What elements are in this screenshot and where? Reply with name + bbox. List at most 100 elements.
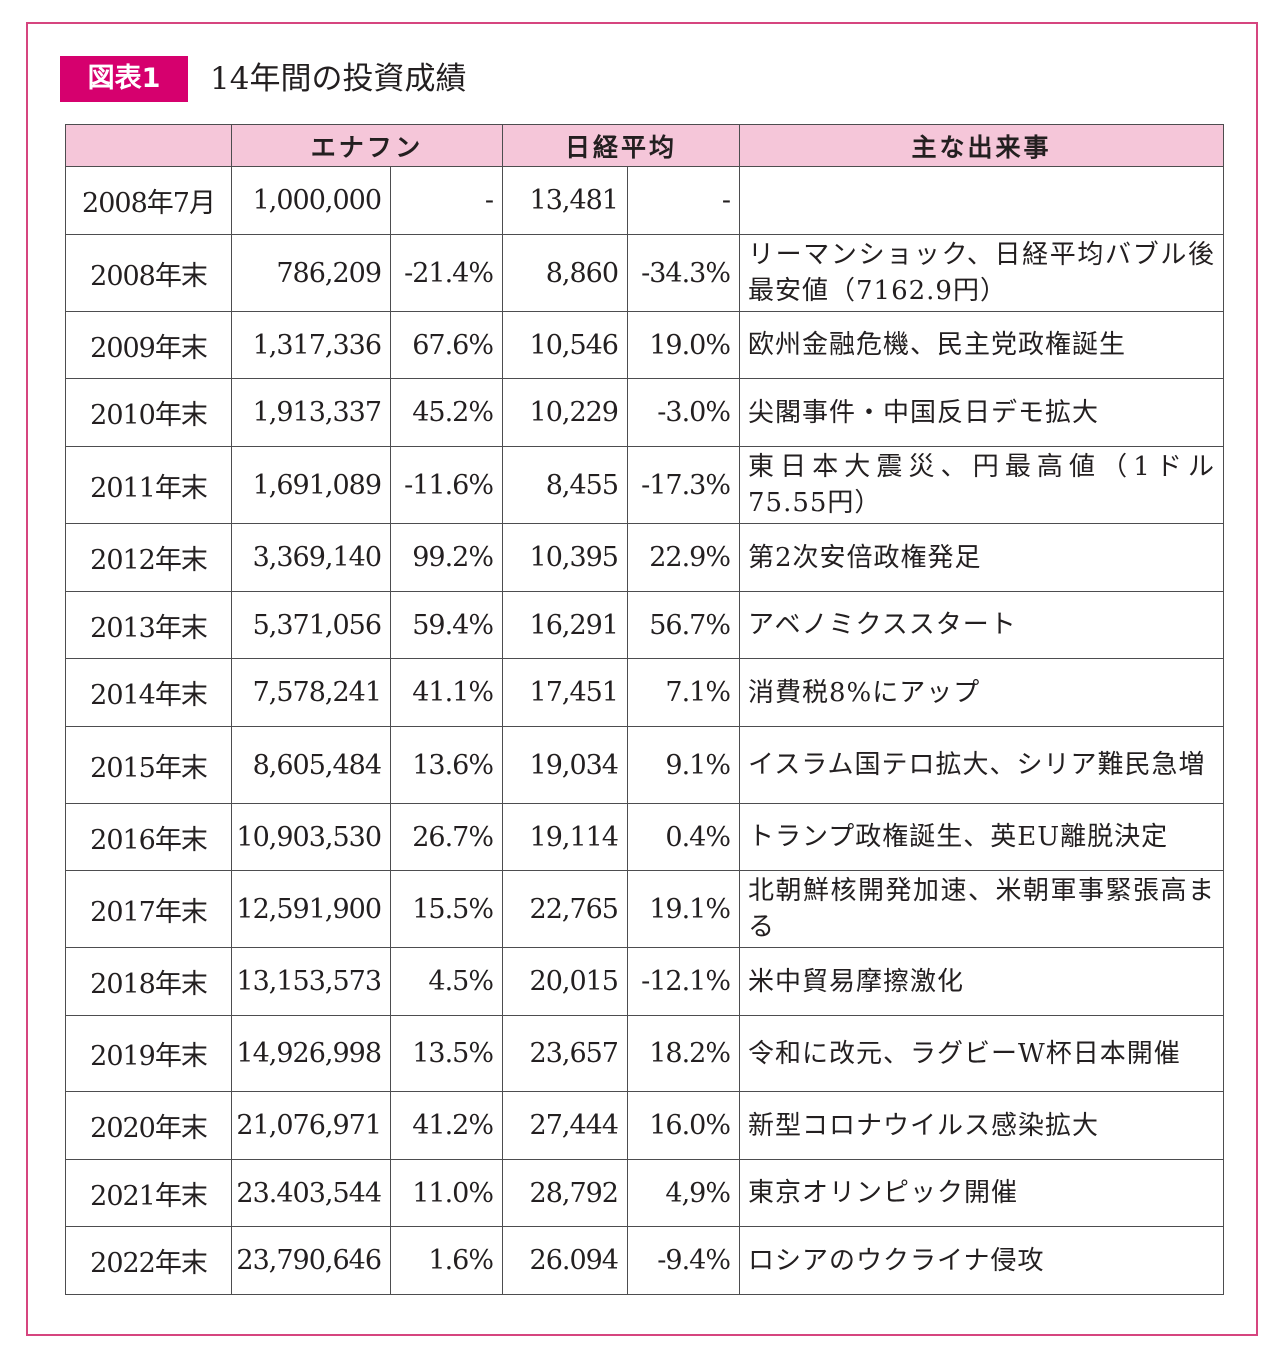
table-row: 2008年7月 1,000,000-13,481- xyxy=(65,166,1224,235)
row-date: 2020年末 xyxy=(65,1091,232,1160)
figure-title: 14年間の投資成績 xyxy=(210,61,467,97)
table-row: 2017年末 12,591,900 15.5% 22,765 19.1% 北朝鮮核開発加速… xyxy=(65,870,1224,948)
fund-value: 14,926,998 xyxy=(231,1015,391,1092)
row-date: 2015年末 xyxy=(65,726,232,804)
event: 新型コロナウイルス感染拡大 xyxy=(739,1091,1224,1160)
fund-change: 13.6% xyxy=(390,726,503,804)
event: 欧州金融危機、民主党政権誕生 xyxy=(739,311,1224,379)
row-date: 2008年末 xyxy=(65,234,232,312)
fund-value: 21,076,971 xyxy=(231,1091,391,1160)
nikkei-change: -17.3% xyxy=(627,446,740,524)
event: トランプ政権誕生、英EU離脱決定 xyxy=(739,803,1224,871)
nikkei-value: 10,395 xyxy=(502,523,628,592)
row-date: 2014年末 xyxy=(65,658,232,727)
fund-change: 45.2% xyxy=(390,378,503,447)
table-row: 2010年末 1,913,337 45.2% 10,229 -3.0% 尖閣事件・中国反日… xyxy=(65,378,1224,447)
table-row: 2018年末 13,153,573 4.5% 20,015 -12.1% 米中貿易摩擦激化 xyxy=(65,947,1224,1016)
nikkei-value: 28,792 xyxy=(502,1159,628,1227)
fund-change: 15.5% xyxy=(390,870,503,948)
row-date: 2017年末 xyxy=(65,870,232,948)
row-date: 2021年末 xyxy=(65,1159,232,1227)
event: イスラム国テロ拡大、シリア難民急増 xyxy=(739,726,1224,804)
nikkei-change: 4,9% xyxy=(627,1159,740,1227)
nikkei-value: 16,291 xyxy=(502,591,628,659)
nikkei-value: 19,114 xyxy=(502,803,628,871)
nikkei-change: 9.1% xyxy=(627,726,740,804)
table-row: 2014年末 7,578,241 41.1% 17,451 7.1% 消費税8%にアップ xyxy=(65,658,1224,727)
nikkei-value: 27,444 xyxy=(502,1091,628,1160)
figure-badge: 図表1 xyxy=(60,56,188,102)
event: 東日本大震災、円最高値（1ドル75.55円） xyxy=(739,446,1224,524)
nikkei-change: 18.2% xyxy=(627,1015,740,1092)
event: ロシアのウクライナ侵攻 xyxy=(739,1226,1224,1295)
table-header-row: エナフン 日経平均 主な出来事 xyxy=(65,124,1224,167)
nikkei-change: 16.0% xyxy=(627,1091,740,1160)
fund-change: - xyxy=(390,166,503,235)
fund-value: 23.403,544 xyxy=(231,1159,391,1227)
fund-value: 13,153,573 xyxy=(231,947,391,1016)
row-date: 2010年末 xyxy=(65,378,232,447)
fund-value: 786,209 xyxy=(231,234,391,312)
nikkei-value: 19,034 xyxy=(502,726,628,804)
event: 東京オリンピック開催 xyxy=(739,1159,1224,1227)
event: リーマンショック、日経平均バブル後最安値（7162.9円） xyxy=(739,234,1224,312)
table-row: 2021年末 23.403,544 11.0% 28,792 4,9% 東京オリンピック開… xyxy=(65,1159,1224,1227)
nikkei-value: 26.094 xyxy=(502,1226,628,1295)
table-row: 2008年末 786,209 -21.4% 8,860 -34.3% リーマンショック、日… xyxy=(65,234,1224,312)
nikkei-change: 19.1% xyxy=(627,870,740,948)
nikkei-change: - xyxy=(627,166,740,235)
table-row: 2012年末 3,369,140 99.2% 10,395 22.9% 第2次安倍政権発足 xyxy=(65,523,1224,592)
fund-value: 1,913,337 xyxy=(231,378,391,447)
event: 北朝鮮核開発加速、米朝軍事緊張高まる xyxy=(739,870,1224,948)
fund-value: 10,903,530 xyxy=(231,803,391,871)
nikkei-change: -12.1% xyxy=(627,947,740,1016)
nikkei-change: -9.4% xyxy=(627,1226,740,1295)
row-date: 2009年末 xyxy=(65,311,232,379)
header-period xyxy=(65,124,232,167)
fund-change: 99.2% xyxy=(390,523,503,592)
fund-change: 41.1% xyxy=(390,658,503,727)
fund-value: 3,369,140 xyxy=(231,523,391,592)
table-row: 2009年末 1,317,336 67.6% 10,546 19.0% 欧州金融危機、民主… xyxy=(65,311,1224,379)
nikkei-change: 56.7% xyxy=(627,591,740,659)
row-date: 2008年7月 xyxy=(65,166,232,235)
fund-value: 1,000,000 xyxy=(231,166,391,235)
fund-change: 41.2% xyxy=(390,1091,503,1160)
nikkei-value: 13,481 xyxy=(502,166,628,235)
fund-value: 1,317,336 xyxy=(231,311,391,379)
table-row: 2011年末 1,691,089 -11.6% 8,455 -17.3% 東日本大震災、円… xyxy=(65,446,1224,524)
fund-value: 7,578,241 xyxy=(231,658,391,727)
nikkei-value: 10,546 xyxy=(502,311,628,379)
table-row: 2015年末 8,605,484 13.6% 19,034 9.1% イスラム国テロ拡大、… xyxy=(65,726,1224,804)
nikkei-change: 7.1% xyxy=(627,658,740,727)
fund-change: 13.5% xyxy=(390,1015,503,1092)
table-row: 2020年末 21,076,971 41.2% 27,444 16.0% 新型コロナウイル… xyxy=(65,1091,1224,1160)
table-row: 2022年末 23,790,646 1.6% 26.094 -9.4% ロシアのウクライナ… xyxy=(65,1226,1224,1295)
header-fund: エナフン xyxy=(231,124,503,167)
event: 消費税8%にアップ xyxy=(739,658,1224,727)
table-row: 2019年末 14,926,998 13.5% 23,657 18.2% 令和に改元、ラグ… xyxy=(65,1015,1224,1092)
nikkei-value: 23,657 xyxy=(502,1015,628,1092)
nikkei-change: -3.0% xyxy=(627,378,740,447)
nikkei-value: 17,451 xyxy=(502,658,628,727)
fund-change: 59.4% xyxy=(390,591,503,659)
nikkei-change: 0.4% xyxy=(627,803,740,871)
row-date: 2012年末 xyxy=(65,523,232,592)
fund-change: 1.6% xyxy=(390,1226,503,1295)
fund-value: 23,790,646 xyxy=(231,1226,391,1295)
event xyxy=(739,166,1224,235)
row-date: 2016年末 xyxy=(65,803,232,871)
table-row: 2013年末 5,371,056 59.4% 16,291 56.7% アベノミクススター… xyxy=(65,591,1224,659)
event: 第2次安倍政権発足 xyxy=(739,523,1224,592)
fund-value: 8,605,484 xyxy=(231,726,391,804)
row-date: 2019年末 xyxy=(65,1015,232,1092)
row-date: 2022年末 xyxy=(65,1226,232,1295)
fund-value: 5,371,056 xyxy=(231,591,391,659)
nikkei-change: -34.3% xyxy=(627,234,740,312)
fund-change: 4.5% xyxy=(390,947,503,1016)
fund-change: 11.0% xyxy=(390,1159,503,1227)
event: アベノミクススタート xyxy=(739,591,1224,659)
event: 尖閣事件・中国反日デモ拡大 xyxy=(739,378,1224,447)
table-row: 2016年末 10,903,530 26.7% 19,114 0.4% トランプ政権誕生、… xyxy=(65,803,1224,871)
table-body: 2008年7月 1,000,000-13,481-2008年末 786,209 -21… xyxy=(65,166,1224,1295)
